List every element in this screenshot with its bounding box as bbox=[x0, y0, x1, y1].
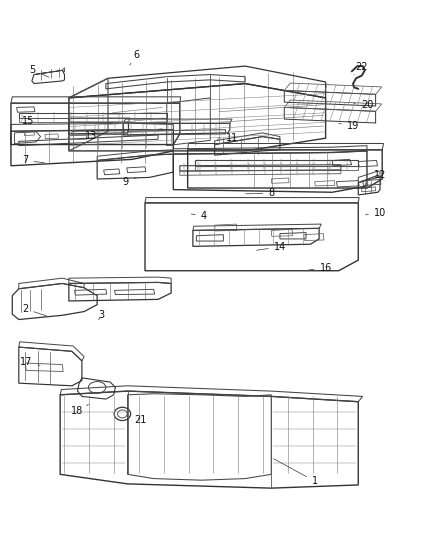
Text: 11: 11 bbox=[217, 133, 238, 143]
Text: 18: 18 bbox=[71, 405, 88, 416]
Text: 19: 19 bbox=[339, 121, 359, 131]
Text: 20: 20 bbox=[354, 100, 373, 110]
Text: 3: 3 bbox=[99, 310, 105, 320]
Text: 10: 10 bbox=[365, 208, 386, 219]
Text: 7: 7 bbox=[22, 156, 44, 165]
Text: 14: 14 bbox=[257, 242, 286, 252]
Text: 22: 22 bbox=[354, 62, 368, 75]
Text: 6: 6 bbox=[130, 51, 139, 65]
Text: 13: 13 bbox=[85, 131, 103, 141]
Text: 9: 9 bbox=[122, 176, 136, 187]
Text: 21: 21 bbox=[134, 415, 147, 425]
Text: 4: 4 bbox=[191, 211, 207, 221]
Text: 2: 2 bbox=[22, 304, 46, 316]
Text: 17: 17 bbox=[20, 357, 40, 367]
Text: 5: 5 bbox=[30, 66, 49, 77]
Text: 12: 12 bbox=[365, 171, 386, 181]
Text: 15: 15 bbox=[22, 116, 40, 126]
Text: 8: 8 bbox=[246, 188, 274, 198]
Text: 1: 1 bbox=[274, 459, 318, 486]
Text: 16: 16 bbox=[309, 263, 332, 273]
